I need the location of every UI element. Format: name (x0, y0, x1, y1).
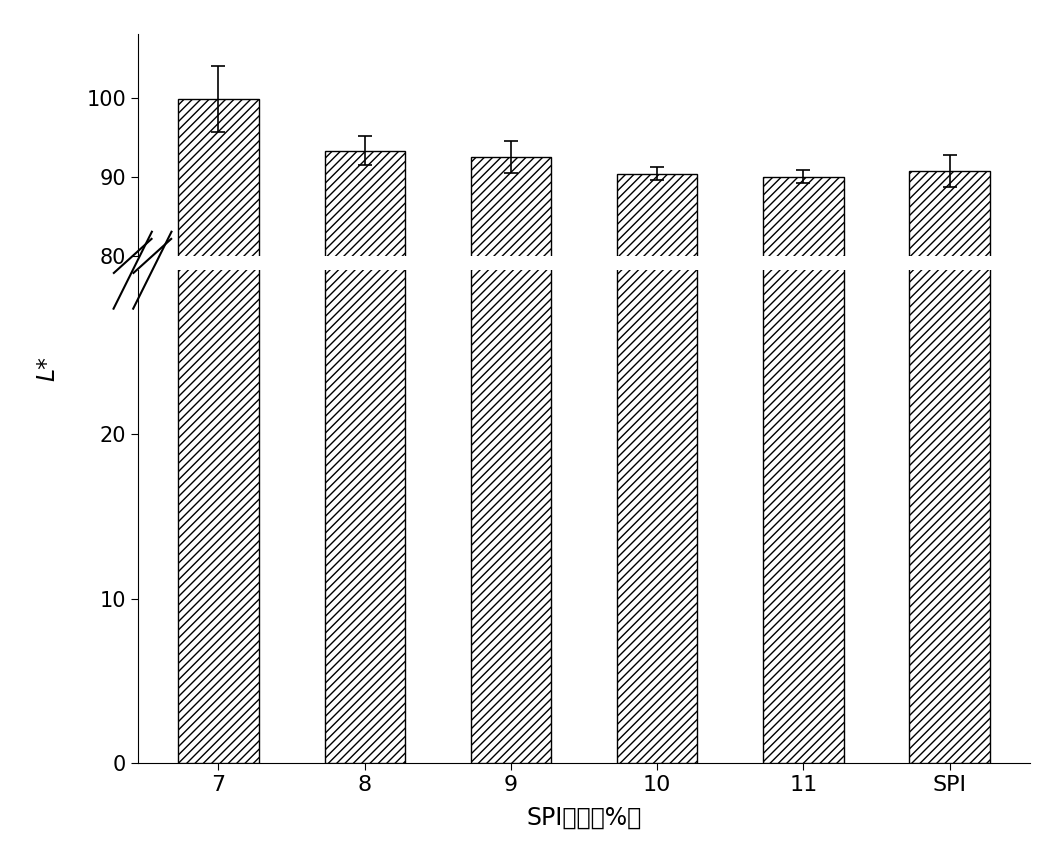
Bar (909, 171, 990, 857)
Bar (470, 0, 551, 763)
Bar (325, 0, 405, 763)
Bar (764, 0, 843, 763)
Bar (178, 99, 259, 857)
Bar (617, 174, 698, 857)
Bar (617, 0, 698, 763)
Bar (325, 151, 405, 857)
Bar (470, 157, 551, 857)
Bar (909, 0, 990, 763)
X-axis label: SPI浓度（%）: SPI浓度（%） (527, 806, 641, 830)
Bar (178, 0, 259, 763)
Text: L*: L* (36, 356, 59, 381)
Bar (764, 177, 843, 857)
